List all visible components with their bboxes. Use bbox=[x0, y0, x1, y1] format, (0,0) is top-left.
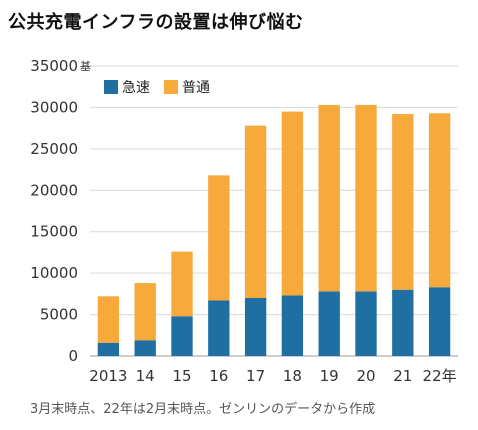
y-tick-label: 20000 bbox=[30, 181, 78, 199]
bars bbox=[97, 104, 451, 356]
bar-segment-fast bbox=[392, 289, 414, 356]
x-tick-label: 19 bbox=[320, 367, 339, 385]
y-unit-label: 基 bbox=[80, 60, 91, 73]
bar-segment-fast bbox=[97, 342, 120, 356]
x-axis: 2013 14 15 16 17 18 19 20 21 22年 bbox=[89, 367, 456, 385]
source-note: 3月末時点、22年は2月末時点。ゼンリンのデータから作成 bbox=[30, 402, 376, 417]
bar-segment-normal bbox=[208, 175, 230, 301]
x-tick-label: 15 bbox=[172, 367, 191, 385]
legend: 急速 普通 bbox=[104, 80, 210, 96]
y-tick-label: 5000 bbox=[40, 306, 78, 324]
legend-swatch bbox=[104, 80, 118, 94]
bar-segment-normal bbox=[318, 104, 340, 292]
bar-segment-normal bbox=[355, 104, 377, 292]
bar-segment-fast bbox=[171, 316, 193, 356]
bar-segment-fast bbox=[134, 340, 156, 356]
x-tick-label: 18 bbox=[283, 367, 302, 385]
x-tick-label: 2013 bbox=[89, 367, 127, 385]
bar-segment-normal bbox=[428, 113, 451, 288]
bar-segment-normal bbox=[392, 114, 414, 290]
x-tick-label: 16 bbox=[209, 367, 228, 385]
bar-segment-fast bbox=[208, 300, 230, 356]
bar-segment-normal bbox=[171, 251, 193, 317]
y-tick-label: 0 bbox=[68, 347, 78, 365]
y-tick-label: 10000 bbox=[30, 264, 78, 282]
y-axis: 0 5000 10000 15000 20000 25000 30000 35000 基 bbox=[30, 57, 91, 365]
bar-segment-normal bbox=[281, 111, 304, 296]
bar-segment-fast bbox=[355, 291, 377, 356]
bar-segment-fast bbox=[428, 287, 451, 356]
bar-segment-normal bbox=[97, 296, 120, 343]
y-tick-label: 15000 bbox=[30, 223, 78, 241]
legend-label: 普通 bbox=[182, 80, 210, 96]
bar-segment-fast bbox=[244, 298, 267, 356]
x-tick-label: 17 bbox=[246, 367, 265, 385]
y-tick-label: 30000 bbox=[30, 98, 78, 116]
bar-segment-normal bbox=[134, 283, 156, 341]
x-tick-label: 14 bbox=[136, 367, 155, 385]
bar-segment-fast bbox=[281, 295, 304, 356]
y-tick-label: 35000 bbox=[30, 57, 78, 75]
legend-label: 急速 bbox=[122, 80, 150, 96]
x-tick-label: 20 bbox=[356, 367, 375, 385]
y-tick-label: 25000 bbox=[30, 140, 78, 158]
x-tick-label: 22年 bbox=[423, 367, 457, 385]
chart-title: 公共充電インフラの設置は伸び悩む bbox=[8, 12, 304, 33]
bar-segment-fast bbox=[318, 291, 340, 356]
legend-swatch bbox=[164, 80, 178, 94]
bar-segment-normal bbox=[244, 125, 267, 299]
x-tick-label: 21 bbox=[393, 367, 412, 385]
